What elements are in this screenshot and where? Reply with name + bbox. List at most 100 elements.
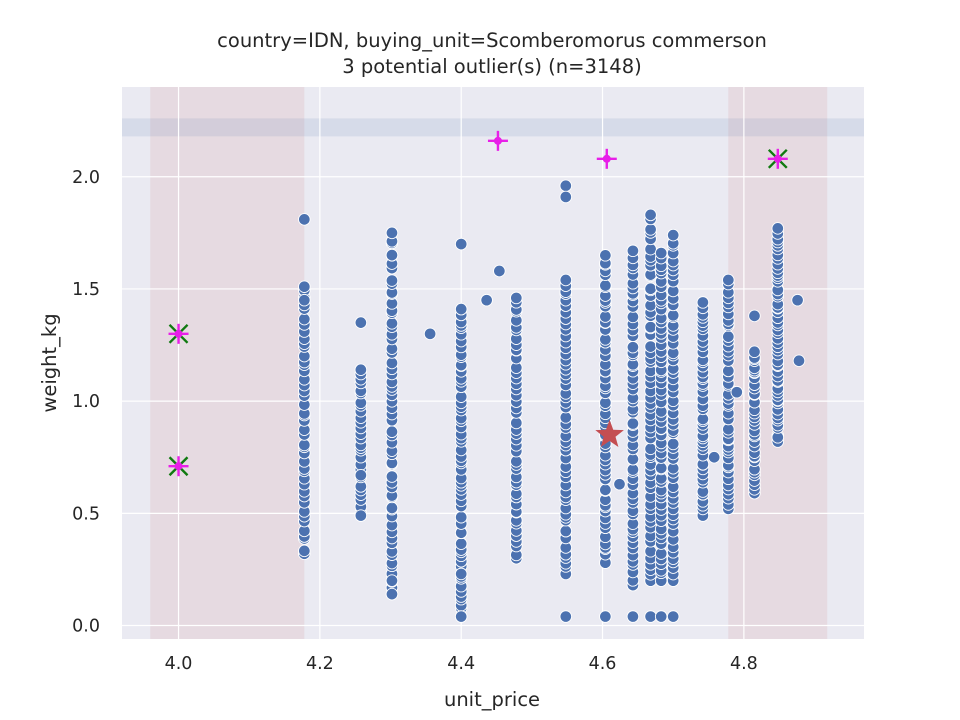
data-point [385,226,399,240]
data-point [454,302,468,316]
data-point [644,442,657,456]
data-point [454,510,468,524]
data-point [385,317,399,330]
data-point [298,312,311,326]
outlier-x-band [150,87,305,639]
data-point [730,385,744,399]
data-point [480,293,493,307]
x-tick-label: 4.8 [730,654,758,674]
data-point [644,610,657,623]
data-point [298,438,311,452]
x-tick-label: 4.2 [306,654,334,674]
outlier-cross-dot [493,136,502,145]
data-point [644,320,657,334]
y-tick-label: 1.5 [72,280,100,300]
data-point [385,501,399,515]
data-point [654,610,668,623]
data-point [707,450,721,464]
x-tick-label: 4.4 [447,654,475,674]
data-point [626,340,640,354]
y-tick-label: 0.5 [72,504,100,524]
data-point [298,280,311,293]
outlier-cross-dot [602,154,611,163]
data-point [385,470,399,483]
data-point [626,417,640,430]
data-point [666,610,680,623]
data-point [385,248,399,262]
chart-title-line1: country=IDN, buying_unit=Scomberomorus c… [217,29,767,52]
data-point [454,567,468,581]
data-point [599,483,612,497]
x-axis-label: unit_price [444,688,540,711]
scatter-points [298,179,806,623]
data-point [298,213,311,226]
median-star-marker [595,419,624,447]
data-point [626,610,640,623]
data-point [454,610,468,623]
data-point [654,246,668,260]
chart-title-line2: 3 potential outlier(s) (n=3148) [342,55,641,78]
data-point [385,425,399,439]
data-point [298,293,311,307]
data-point [354,468,368,482]
data-point [626,463,640,476]
data-point [493,264,506,278]
data-point [748,345,761,359]
data-point [696,296,710,309]
data-point [354,509,368,522]
data-point [791,293,804,307]
data-point [626,310,640,324]
y-tick-label: 1.0 [72,392,100,412]
data-point [771,222,785,235]
data-point [644,282,657,296]
data-point [666,228,680,242]
data-point [454,537,468,550]
data-point [722,364,735,378]
data-point [559,524,573,538]
outlier-y-band [122,118,864,137]
y-tick-label: 2.0 [72,168,100,188]
data-point [423,327,437,341]
data-point [792,354,806,368]
y-tick-label: 0.0 [72,617,100,637]
outlier-markers [168,130,788,477]
x-tick-label: 4.6 [589,654,617,674]
data-point [559,610,573,623]
data-point [599,249,612,262]
data-point [510,416,523,430]
data-point [559,190,573,204]
outlier-cross-dot [773,154,782,163]
data-point [644,242,657,256]
data-point [722,330,735,343]
plot-area [122,87,864,639]
data-point [510,291,523,305]
data-point [559,273,573,287]
data-point [722,273,735,287]
tick-labels: 4.0 4.2 4.4 4.6 4.8 0.0 0.5 1.0 1.5 2.0 [72,168,758,674]
data-point [385,587,399,601]
data-point [454,237,468,251]
shaded-regions [122,87,864,639]
data-point [626,244,640,258]
data-point [644,340,657,353]
data-point [748,309,761,323]
data-point [666,309,680,322]
y-axis-label: weight_kg [38,313,61,412]
data-point [599,279,612,292]
data-point [354,316,368,329]
data-point [613,477,626,491]
data-point [644,208,657,222]
data-point [644,223,657,236]
data-point [385,274,399,287]
outlier-cross-dot [174,462,183,471]
data-point [354,363,368,376]
data-point [385,574,399,587]
data-point [298,544,311,558]
data-point [385,356,399,370]
data-point [599,610,612,623]
data-point [599,310,612,323]
data-point [666,437,680,451]
x-tick-label: 4.0 [165,654,193,674]
data-point [654,461,668,475]
